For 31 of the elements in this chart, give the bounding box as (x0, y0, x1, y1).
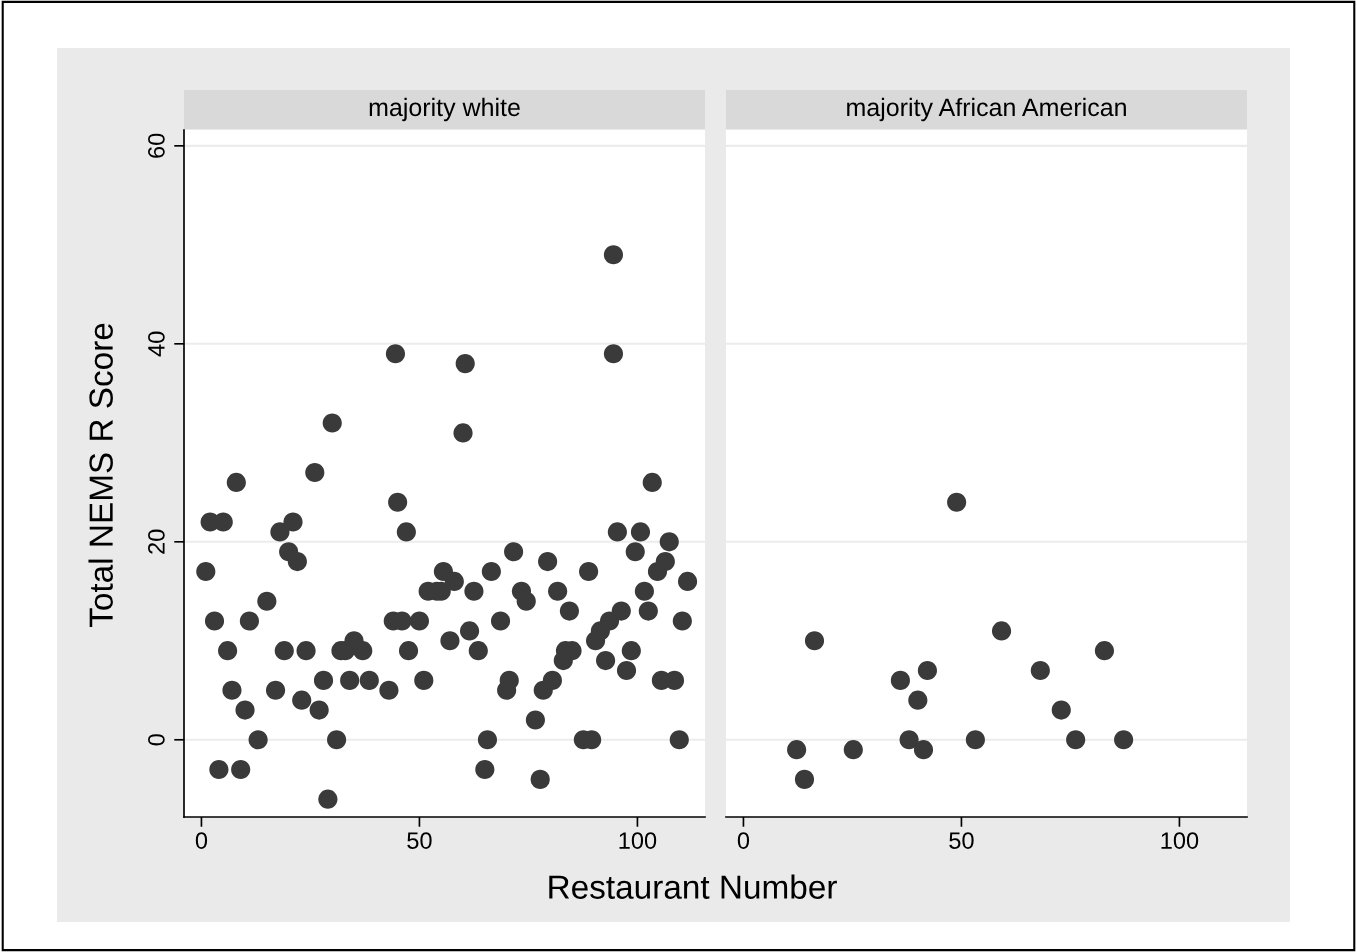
point (1094, 641, 1115, 661)
point (899, 730, 919, 750)
x-tick-label: 100 (1161, 832, 1199, 849)
y-tick-label: 40 (148, 331, 165, 357)
point (1030, 660, 1050, 681)
point (1051, 700, 1071, 720)
point (965, 730, 985, 750)
chart-title: majority white (369, 97, 520, 122)
x-axis-title: Restaurant Number (549, 874, 837, 899)
x-tick-label: 50 (949, 832, 974, 849)
point (917, 660, 937, 681)
y-tick-label: 60 (148, 133, 165, 158)
y-tick-label: 20 (148, 529, 165, 554)
point (794, 769, 815, 789)
point (1066, 730, 1086, 750)
point (913, 740, 934, 760)
point (991, 621, 1012, 641)
y-tick-label: 0 (148, 734, 165, 746)
x-tick-label: 0 (737, 832, 750, 849)
x-tick-label: 0 (195, 832, 208, 849)
y-axis-title: Total NEMS R Score (88, 323, 113, 628)
point (890, 670, 910, 690)
x-tick-label: 50 (407, 832, 432, 849)
point (947, 492, 967, 512)
point (804, 631, 825, 651)
chart-title: majority African American (847, 97, 1126, 122)
point (1114, 730, 1134, 750)
point (908, 690, 928, 710)
point (843, 740, 863, 760)
x-tick-label: 100 (619, 832, 657, 849)
point (787, 740, 807, 760)
